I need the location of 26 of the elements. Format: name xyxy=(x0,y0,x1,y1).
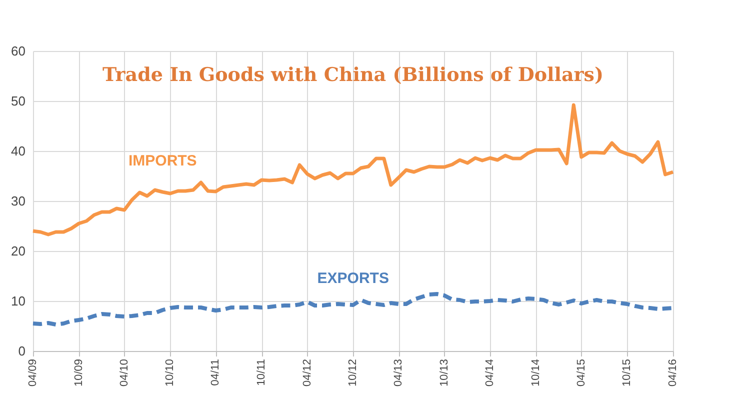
x-tick-label: 04/12 xyxy=(301,359,314,387)
line-series xyxy=(31,103,675,236)
x-tick-label: 10/12 xyxy=(347,359,360,387)
series-label: EXPORTS xyxy=(317,270,389,287)
x-tick-label: 10/15 xyxy=(621,359,634,387)
x-tick-label: 04/10 xyxy=(118,359,130,387)
y-tick-label: 0 xyxy=(18,344,26,358)
y-tick-label: 60 xyxy=(11,44,26,58)
y-tick-label: 20 xyxy=(11,244,26,258)
y-tick-label: 40 xyxy=(11,144,26,158)
x-tick-label: 10/13 xyxy=(438,359,450,387)
x-tick-label: 04/13 xyxy=(392,359,405,387)
y-tick-label: 30 xyxy=(11,194,26,208)
x-tick-label: 04/15 xyxy=(575,359,588,387)
x-tick-label: 04/16 xyxy=(667,359,679,387)
x-tick-label: 04/14 xyxy=(484,359,496,387)
x-tick-label: 10/10 xyxy=(164,359,176,387)
x-tick-label: 10/09 xyxy=(72,359,85,387)
x-tick-label: 04/09 xyxy=(27,359,39,387)
y-tick-label: 10 xyxy=(11,294,26,308)
x-tick-label: 10/11 xyxy=(256,359,268,386)
x-tick-label: 10/14 xyxy=(530,359,542,387)
x-tick-label: 04/11 xyxy=(210,359,222,386)
series-label: IMPORTS xyxy=(128,152,197,170)
text: Trade In Goods with China (Billions of Dollars) xyxy=(102,64,604,86)
y-tick-label: 50 xyxy=(11,94,26,108)
